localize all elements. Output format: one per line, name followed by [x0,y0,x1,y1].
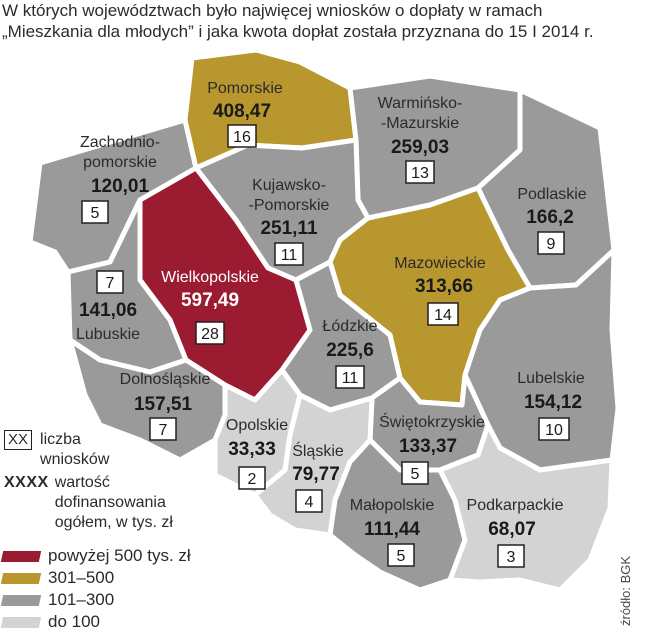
region-value-malopolskie: 111,44 [364,519,420,540]
region-name-slaskie: Śląskie [292,441,344,460]
region-name-malopolskie: Małopolskie [350,497,435,514]
header-line-1: W których województwach było najwięcej w… [2,1,543,20]
scale-swatch-gray [0,594,42,606]
region-name-mazowieckie: Mazowieckie [394,255,486,272]
count-badge-swietokrzyskie [401,461,429,485]
count-malopolskie: 5 [397,548,406,565]
count-badge-opolskie [238,466,266,490]
count-lubelskie: 10 [545,422,563,439]
scale-swatch-light-gray [0,616,42,628]
count-podlaskie: 9 [547,236,556,253]
count-zachodniopomorskie: 5 [91,205,100,222]
count-wielkopolskie: 28 [201,326,219,343]
count-badge-podkarpackie [497,544,525,568]
region-name-swietokrzyskie: Świętokrzyskie [379,412,485,431]
scale-item: 301–500 [0,568,191,588]
region-name-opolskie: Opolskie [226,417,288,434]
region-name-warminsko-line1: Warmińsko- [378,95,463,112]
region-value-swietokrzyskie: 133,37 [399,436,457,457]
legend-value-line: dofinansowania [54,494,166,511]
count-lubuskie: 7 [106,275,115,292]
count-slaskie: 4 [305,494,314,511]
legend-value-key: XXXX [4,474,49,491]
count-badge-mazowieckie [427,302,459,326]
region-podkarpackie[interactable] [437,422,615,593]
scale-item: powyżej 500 tys. zł [0,546,191,566]
region-value-slaskie: 79,77 [292,464,340,485]
region-value-zachodniopomorskie: 120,01 [91,176,150,197]
scale-swatch-gold [0,572,42,584]
legend: XX liczba wniosków XXXX wartość dofinans… [4,430,219,533]
scale-label: powyżej 500 tys. zł [48,546,191,565]
count-badge-zachodniopomorskie [81,200,109,224]
count-kujawsko-pomorskie: 11 [281,247,298,264]
region-name-wielkopolskie: Wielkopolskie [161,269,259,286]
count-badge-dolnoslaskie [149,417,177,441]
legend-count-entry: XX liczba wniosków [4,430,219,470]
region-value-lodzkie: 225,6 [326,340,374,361]
region-name-warminsko-line2: -Mazurskie [381,115,459,132]
scale-label: 301–500 [48,568,115,587]
region-value-lubuskie: 141,06 [79,300,137,321]
region-name-zachodnio-line1: Zachodnio- [80,134,160,151]
legend-value-line: ogółem, w tys. zł [54,514,173,531]
count-mazowieckie: 14 [434,307,452,324]
map-header: W których województwach było najwięcej w… [2,0,652,42]
scale-label: 101–300 [48,590,115,609]
scale-swatch-red [0,550,42,562]
count-badge-pomorskie [227,124,257,148]
legend-count-label: liczba wniosków [40,430,109,470]
count-badge-slaskie [295,489,323,513]
count-dolnoslaskie: 7 [159,422,168,439]
header-line-2: „Mieszkania dla młodych” i jaka kwota do… [2,22,594,41]
region-value-kujawsko-pomorskie: 251,11 [260,218,317,239]
count-badge-lodzkie [335,365,365,389]
region-value-podlaskie: 166,2 [526,207,574,228]
region-value-pomorskie: 408,47 [213,101,271,122]
color-scale: powyżej 500 tys. zł 301–500 101–300 do 1… [0,546,191,634]
legend-value-entry: XXXX wartość dofinansowania ogółem, w ty… [4,473,219,533]
region-name-kujawsko-line2: -Pomorskie [249,197,330,214]
count-pomorskie: 16 [233,129,251,146]
count-warminsko-mazurskie: 13 [411,165,429,182]
legend-count-line: liczba [40,431,81,448]
legend-value-label: wartość dofinansowania ogółem, w tys. zł [55,473,173,533]
count-podkarpackie: 3 [507,549,516,566]
scale-item: 101–300 [0,590,191,610]
region-value-opolskie: 33,33 [228,439,276,460]
source-note: źródło: BGK [618,555,633,626]
count-badge-malopolskie [387,543,415,567]
count-badge-lubuskie [96,270,124,294]
region-value-lubelskie: 154,12 [524,392,582,413]
legend-count-key: XX [4,430,33,450]
region-value-dolnoslaskie: 157,51 [134,394,193,415]
region-value-warminsko-mazurskie: 259,03 [391,137,449,158]
region-value-wielkopolskie: 597,49 [181,290,239,311]
count-badge-warminsko-mazurskie [405,160,435,184]
count-badge-kujawsko-pomorskie [274,242,304,266]
region-name-pomorskie: Pomorskie [207,80,283,97]
count-badge-lubelskie [538,417,570,441]
region-name-lubuskie: Lubuskie [76,326,140,343]
legend-value-line: wartość [54,474,110,491]
region-name-lubelskie: Lubelskie [517,370,585,387]
region-value-mazowieckie: 313,66 [415,276,473,297]
region-name-dolnoslaskie: Dolnośląskie [120,371,211,388]
region-name-podkarpackie: Podkarpackie [467,497,564,514]
region-name-lodzkie: Łódzkie [322,318,377,335]
region-name-podlaskie: Podlaskie [517,186,586,203]
count-badge-podlaskie [537,231,565,255]
count-lodzkie: 11 [342,370,359,387]
region-name-zachodnio-line2: pomorskie [83,154,157,171]
region-name-kujawsko-line1: Kujawsko- [252,177,326,194]
scale-item: do 100 [0,612,191,632]
count-opolskie: 2 [248,471,257,488]
count-swietokrzyskie: 5 [411,466,420,483]
region-value-podkarpackie: 68,07 [488,519,536,540]
scale-label: do 100 [48,612,100,631]
legend-count-line: wniosków [40,451,110,468]
count-badge-wielkopolskie [195,321,225,345]
